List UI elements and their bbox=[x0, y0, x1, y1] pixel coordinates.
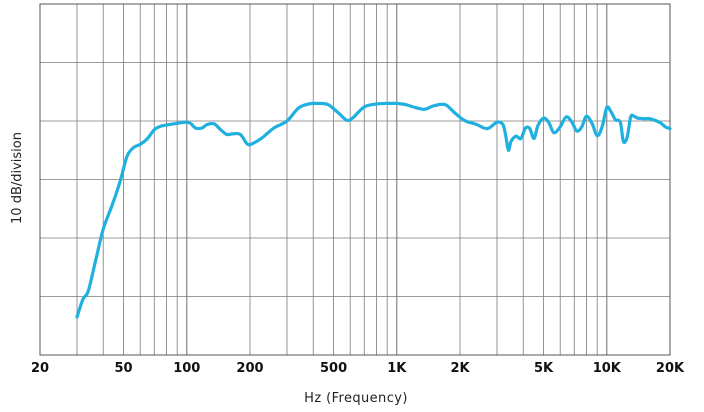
x-tick-label: 20 bbox=[31, 361, 49, 376]
x-tick-label: 2K bbox=[450, 361, 470, 376]
x-tick-label: 100 bbox=[173, 361, 200, 376]
x-tick-label: 5K bbox=[534, 361, 554, 376]
x-axis-label: Hz (Frequency) bbox=[304, 391, 408, 406]
x-tick-label: 20K bbox=[656, 361, 685, 376]
x-tick-label: 10K bbox=[593, 361, 622, 376]
grid bbox=[39, 4, 671, 355]
x-tick-label: 500 bbox=[320, 361, 347, 376]
x-tick-labels: 20 50 100 200 500 1K 2K 5K 10K 20K bbox=[31, 361, 685, 376]
plot-frame bbox=[39, 3, 671, 356]
x-tick-label: 200 bbox=[236, 361, 263, 376]
response-curve bbox=[75, 101, 672, 319]
x-tick-label: 50 bbox=[115, 361, 133, 376]
y-axis-label: 10 dB/division bbox=[10, 132, 25, 224]
x-tick-label: 1K bbox=[387, 361, 407, 376]
